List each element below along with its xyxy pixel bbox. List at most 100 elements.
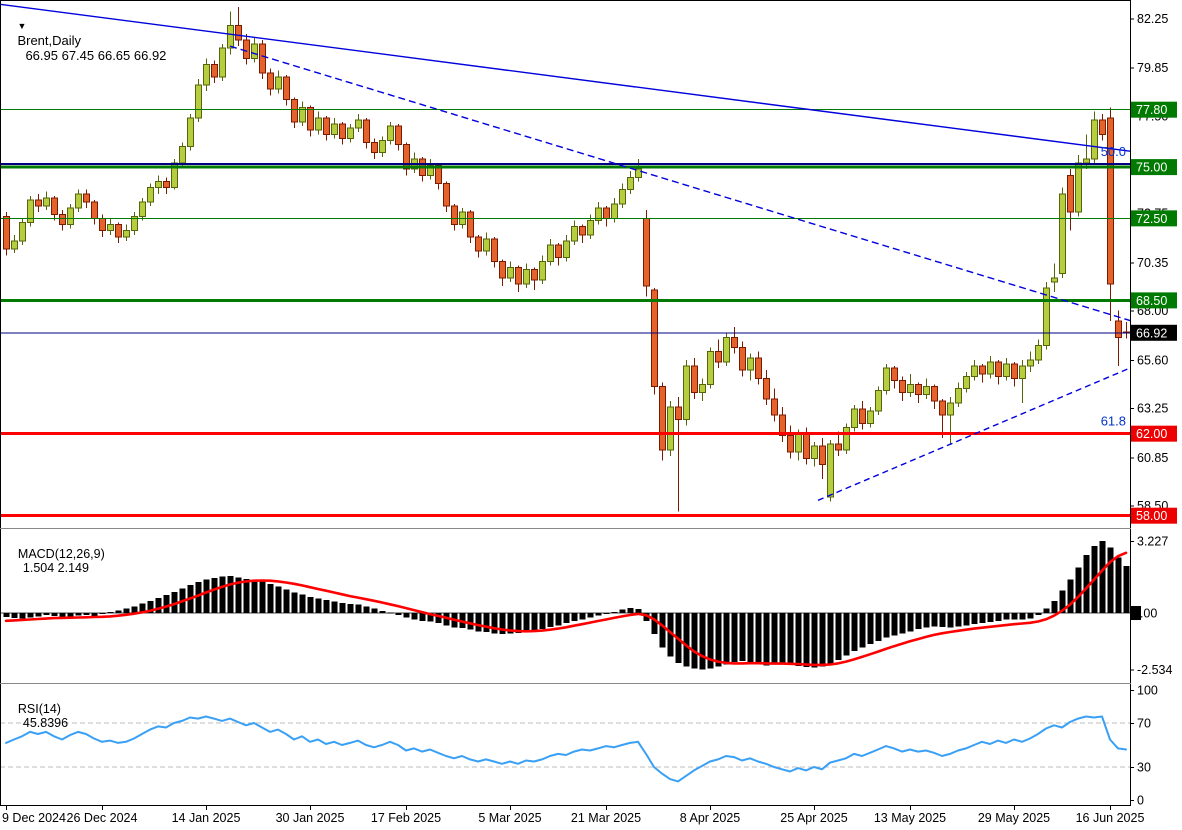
date-label: 5 Mar 2025	[478, 811, 541, 825]
trendline[interactable]	[817, 363, 1142, 501]
candle	[1115, 320, 1122, 338]
macd-bar	[1059, 590, 1066, 614]
candle	[539, 260, 546, 281]
date-label: 9 Dec 2024	[2, 811, 66, 825]
macd-bar	[427, 613, 434, 622]
rsi-value: 45.8396	[22, 716, 69, 730]
macd-bar	[947, 613, 954, 628]
macd-bar	[907, 613, 914, 632]
candle	[211, 64, 218, 78]
candle	[251, 43, 258, 59]
macd-bar	[59, 613, 66, 618]
candle	[1019, 365, 1026, 379]
candle	[275, 76, 282, 90]
candle	[731, 336, 738, 349]
macd-bar	[283, 589, 290, 614]
macd-bar	[227, 576, 234, 614]
candle	[843, 427, 850, 451]
candle	[107, 224, 114, 232]
candle	[739, 347, 746, 371]
trendline[interactable]	[0, 3, 1142, 153]
price-tick-label: 82.25	[1137, 12, 1168, 26]
price-scale-bg[interactable]	[1131, 0, 1182, 810]
macd-bar	[811, 613, 818, 668]
macd-bar	[971, 613, 978, 625]
macd-bar	[339, 602, 346, 614]
macd-histogram	[0, 541, 1130, 670]
macd-bar	[707, 613, 714, 669]
macd-bar	[619, 609, 626, 614]
macd-bar	[1003, 613, 1010, 620]
macd-bar	[563, 613, 570, 624]
candle	[659, 386, 666, 451]
candle	[163, 180, 170, 189]
macd-bar	[379, 610, 386, 614]
candle	[611, 203, 618, 219]
macd-bar	[51, 613, 58, 617]
macd-bar	[659, 613, 666, 648]
date-label: 29 May 2025	[978, 811, 1050, 825]
macd-indicator-label: MACD(12,26,9) 1.504 2.149	[4, 533, 105, 589]
macd-bar	[347, 604, 354, 614]
main-plot-area[interactable]	[0, 1, 1130, 528]
rsi-tick-label: 30	[1137, 761, 1151, 775]
candle	[891, 367, 898, 381]
candle	[979, 365, 986, 375]
candle	[603, 207, 610, 219]
time-scale-bg[interactable]	[0, 806, 1130, 830]
date-label: 25 Apr 2025	[780, 811, 847, 825]
candle	[939, 400, 946, 416]
macd-bar	[1075, 567, 1082, 614]
candle	[43, 197, 50, 207]
macd-bar	[483, 613, 490, 632]
candle	[323, 117, 330, 135]
macd-tick-label: -2.534	[1137, 663, 1172, 677]
candle	[227, 25, 234, 49]
macd-bar	[963, 613, 970, 626]
macd-bar	[99, 613, 106, 615]
macd-bar	[931, 613, 938, 627]
candle	[907, 383, 914, 394]
candle	[627, 176, 634, 191]
candle	[19, 221, 26, 242]
candle	[179, 146, 186, 164]
price-tick-label: 65.60	[1137, 353, 1168, 367]
candle	[283, 76, 290, 100]
macd-bar	[635, 609, 642, 614]
macd-bar	[859, 613, 866, 648]
macd-bar	[891, 613, 898, 636]
macd-zero-label: 0.00	[1133, 607, 1157, 621]
rsi-name: RSI(14)	[17, 702, 61, 716]
macd-tick-label: 3.227	[1137, 535, 1168, 549]
candlestick-series	[3, 7, 1130, 512]
candle	[763, 377, 770, 400]
candle	[395, 125, 402, 146]
candle	[363, 119, 370, 143]
macd-bar	[499, 613, 506, 635]
rsi-tick-label: 100	[1137, 684, 1158, 698]
candle	[427, 164, 434, 176]
candle	[1067, 174, 1074, 213]
macd-bar	[259, 581, 266, 614]
candle	[635, 168, 642, 178]
rsi-panel-content	[0, 715, 1130, 783]
quote-ohlc-text: 66.95 67.45 66.65 66.92	[25, 48, 167, 63]
date-label: 8 Apr 2025	[680, 811, 741, 825]
candle	[219, 47, 226, 78]
trendline[interactable]	[229, 45, 1138, 323]
macd-signal-line	[4, 551, 1128, 667]
symbol-dropdown-icon[interactable]: ▼	[17, 21, 27, 31]
candle	[667, 406, 674, 451]
candle	[315, 117, 322, 131]
candle	[443, 183, 450, 207]
candle	[963, 375, 970, 390]
macd-bar	[699, 613, 706, 670]
macd-bar	[19, 613, 26, 619]
macd-bar	[195, 581, 202, 614]
candle	[491, 238, 498, 262]
macd-bar	[867, 613, 874, 645]
macd-bar	[1051, 600, 1058, 614]
price-badge-label: 77.80	[1136, 103, 1167, 117]
rsi-plot-area[interactable]	[0, 684, 1130, 805]
